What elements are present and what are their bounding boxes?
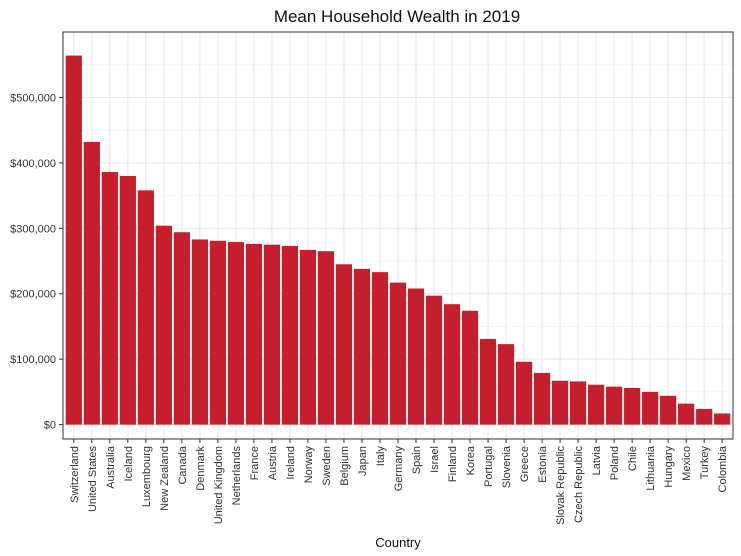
x-tick-label: Slovenia [501, 445, 513, 488]
y-tick-label: $400,000 [10, 158, 56, 170]
y-tick-label: $500,000 [10, 92, 56, 104]
bar-spain [407, 288, 425, 425]
bar-slovenia [497, 344, 515, 425]
x-tick-label: Sweden [321, 446, 333, 486]
y-tick-label: $200,000 [10, 289, 56, 301]
bars [65, 55, 731, 425]
bar-turkey [696, 408, 713, 425]
bar-greece [515, 361, 533, 425]
y-tick-label: $300,000 [10, 223, 56, 235]
x-tick-label: Australia [105, 445, 117, 489]
x-tick-label: Lithuania [645, 445, 657, 491]
bar-germany [389, 282, 407, 425]
x-tick-label: Czech Republic [573, 446, 585, 524]
x-tick-label: Japan [357, 446, 369, 476]
x-tick-label: Chile [627, 446, 639, 471]
y-tick-label: $0 [44, 420, 56, 432]
bar-israel [425, 295, 443, 425]
bar-switzerland [65, 55, 82, 425]
x-tick-label: Finland [447, 446, 459, 482]
bar-japan [353, 268, 371, 425]
bar-finland [443, 304, 461, 425]
bar-luxembourg [137, 190, 154, 425]
bar-estonia [533, 372, 551, 425]
chart-title: Mean Household Wealth in 2019 [274, 7, 520, 26]
x-tick-label: Mexico [681, 446, 693, 481]
y-axis: $0 $100,000 $200,000 $300,000 $400,000 $500,0… [10, 92, 63, 432]
bar-latvia [588, 384, 605, 425]
x-tick-label: Luxembourg [141, 446, 153, 507]
x-tick-label: Italy [375, 446, 387, 467]
bar-denmark [191, 239, 208, 425]
x-tick-label: Poland [609, 446, 621, 480]
y-tick-label: $100,000 [10, 354, 56, 366]
x-tick-label: Germany [393, 446, 405, 492]
bar-italy [371, 272, 389, 425]
x-tick-label: Ireland [285, 446, 297, 480]
bar-sweden [317, 251, 335, 425]
x-tick-label: Latvia [591, 445, 603, 475]
x-tick-label: Portugal [483, 446, 495, 487]
bar-lithuania [642, 391, 659, 425]
x-tick-label: Estonia [537, 445, 549, 483]
bar-chile [624, 387, 641, 425]
bar-poland [606, 386, 623, 425]
x-tick-label: Spain [411, 446, 423, 474]
x-tick-label: Hungary [663, 446, 675, 488]
bar-portugal [479, 338, 497, 425]
bar-mexico [678, 403, 695, 425]
bar-ireland [281, 245, 299, 425]
bar-united-kingdom [209, 240, 226, 425]
x-axis-title: Country [375, 535, 421, 550]
x-tick-label: Belgium [339, 446, 351, 486]
bar-czech-republic [570, 381, 587, 425]
bar-norway [299, 249, 317, 425]
x-tick-label: New Zealand [159, 446, 171, 511]
x-tick-label: Canada [177, 445, 189, 484]
x-tick-label: Austria [267, 445, 279, 480]
bar-colombia [714, 413, 731, 425]
x-tick-label: United Kingdom [213, 446, 225, 524]
x-tick-label: Colombia [717, 445, 729, 492]
bar-australia [101, 172, 118, 425]
x-tick-label: Switzerland [69, 446, 81, 503]
bar-belgium [335, 264, 353, 425]
x-tick-label: Greece [519, 446, 531, 482]
bar-korea [461, 310, 479, 425]
x-tick-label: Slovak Republic [555, 446, 567, 525]
x-tick-label: Netherlands [231, 446, 243, 506]
x-tick-label: Korea [465, 445, 477, 475]
bar-hungary [660, 395, 677, 425]
x-tick-label: Norway [303, 446, 315, 484]
bar-new-zealand [155, 225, 172, 425]
x-tick-label: Iceland [123, 446, 135, 481]
x-tick-label: Turkey [699, 446, 711, 480]
x-tick-label: Israel [429, 446, 441, 473]
bar-canada [173, 232, 190, 425]
bar-iceland [119, 175, 136, 425]
x-tick-label: United States [87, 446, 99, 513]
x-tick-label: France [249, 446, 261, 480]
bar-netherlands [227, 242, 245, 425]
bar-france [245, 244, 263, 425]
x-tick-label: Denmark [195, 446, 207, 491]
bar-slovak-republic [551, 380, 569, 425]
x-axis: Switzerland United States Australia Iceland… [69, 439, 729, 525]
bar-austria [263, 244, 281, 425]
bar-united-states [83, 141, 100, 425]
